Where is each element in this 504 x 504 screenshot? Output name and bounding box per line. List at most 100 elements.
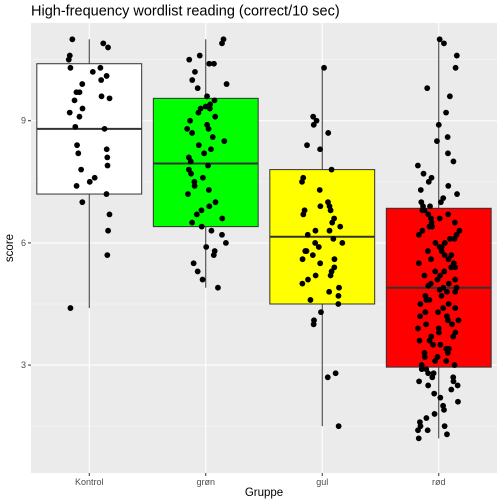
- data-point: [424, 85, 431, 92]
- data-point: [419, 227, 426, 234]
- data-point: [450, 378, 457, 385]
- data-point: [417, 187, 424, 193]
- data-point: [204, 93, 210, 100]
- data-point: [438, 244, 445, 250]
- data-point: [219, 231, 225, 238]
- data-point: [186, 56, 193, 63]
- data-point: [299, 280, 306, 287]
- data-point: [425, 370, 432, 377]
- data-point: [425, 382, 432, 389]
- x-tick-label: rød: [432, 477, 446, 487]
- data-point: [203, 244, 210, 250]
- data-point: [447, 235, 453, 242]
- data-point: [437, 394, 444, 401]
- data-point: [73, 182, 80, 189]
- data-point: [427, 203, 433, 210]
- data-point: [326, 288, 333, 295]
- data-point: [103, 191, 110, 197]
- data-point: [104, 162, 111, 169]
- data-point: [451, 235, 458, 242]
- data-point: [221, 138, 228, 144]
- data-point: [426, 223, 433, 230]
- y-tick-label: 6: [21, 238, 26, 248]
- data-point: [329, 219, 336, 226]
- boxes: [36, 63, 492, 368]
- data-point: [86, 178, 93, 185]
- box-grøn: [152, 97, 259, 228]
- data-point: [415, 325, 421, 332]
- data-point: [435, 121, 442, 128]
- data-point: [426, 297, 433, 303]
- data-point: [452, 276, 458, 283]
- data-point: [441, 252, 448, 259]
- data-point: [331, 256, 338, 263]
- data-point: [428, 174, 435, 181]
- y-tick-label: 3: [21, 360, 26, 370]
- data-point: [103, 73, 110, 79]
- data-point: [206, 105, 213, 112]
- data-point: [421, 354, 428, 360]
- data-point: [100, 40, 107, 47]
- data-point: [219, 40, 225, 47]
- data-point: [79, 199, 86, 206]
- data-point: [330, 235, 337, 242]
- data-point: [103, 146, 110, 153]
- data-point: [456, 227, 463, 234]
- data-point: [196, 52, 203, 59]
- data-point: [434, 138, 440, 144]
- data-point: [211, 97, 218, 104]
- data-point: [212, 113, 219, 120]
- data-point: [437, 199, 444, 206]
- data-point: [195, 109, 202, 116]
- data-point: [76, 113, 83, 120]
- data-point: [455, 398, 461, 405]
- data-point: [104, 154, 111, 161]
- data-point: [446, 93, 453, 100]
- data-point: [194, 85, 201, 92]
- data-point: [445, 317, 451, 324]
- whiskers: [88, 39, 440, 439]
- data-point: [303, 248, 310, 254]
- data-point: [105, 227, 111, 234]
- data-point: [453, 52, 460, 59]
- data-point: [422, 309, 429, 316]
- data-point: [212, 199, 219, 206]
- data-point: [193, 211, 200, 218]
- data-point: [415, 260, 422, 267]
- data-point: [79, 105, 86, 112]
- data-point: [91, 174, 98, 181]
- data-point: [324, 374, 331, 381]
- data-point: [192, 68, 198, 75]
- data-point: [436, 286, 443, 293]
- data-point: [331, 264, 338, 271]
- data-point: [431, 411, 438, 417]
- data-point: [106, 95, 113, 102]
- data-point: [188, 170, 194, 177]
- data-point: [443, 109, 449, 116]
- data-point: [432, 358, 438, 364]
- data-point: [76, 89, 83, 96]
- data-point: [435, 329, 442, 336]
- data-point: [312, 240, 319, 246]
- data-point: [223, 240, 229, 246]
- data-point: [79, 81, 86, 87]
- data-point: [437, 341, 444, 348]
- x-axis: Kontrol grøn gul rød: [75, 473, 446, 487]
- data-point: [71, 97, 78, 104]
- data-point: [432, 268, 439, 275]
- data-point: [435, 309, 441, 316]
- data-point: [445, 211, 452, 218]
- data-point: [317, 146, 324, 153]
- data-point: [418, 362, 425, 368]
- data-point: [187, 117, 193, 124]
- data-point: [72, 123, 79, 130]
- data-point: [454, 191, 460, 197]
- data-point: [190, 260, 197, 267]
- data-point: [309, 252, 316, 259]
- data-point: [312, 227, 319, 234]
- data-point: [450, 158, 457, 165]
- data-point: [425, 178, 432, 185]
- data-point: [448, 252, 455, 259]
- data-point: [452, 64, 459, 71]
- data-point: [434, 276, 441, 283]
